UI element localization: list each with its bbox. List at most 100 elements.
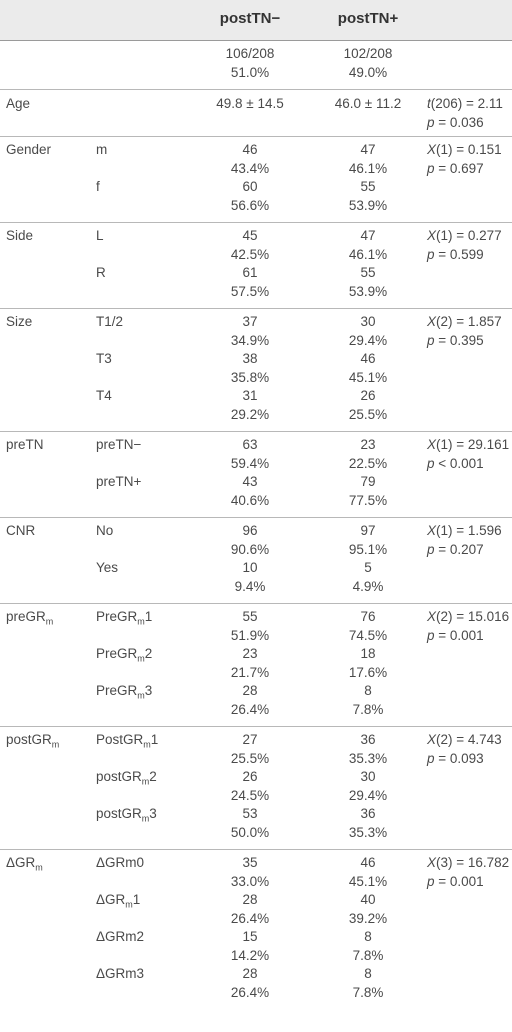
sub-label: PreGRm3 [96, 682, 152, 705]
value-pos: 36 35.3% [313, 805, 423, 842]
value-neg: 23 21.7% [195, 645, 305, 682]
value-pos: 36 35.3% [313, 731, 423, 768]
row-size: Size T1/2 37 34.9% 30 29.4% T3 38 35.8% 46 4… [0, 309, 512, 432]
cell-percent: 14.2% [230, 947, 270, 963]
value-pos: 79 77.5% [313, 473, 423, 510]
cell-count: 47 [360, 142, 376, 157]
cell-count: 45 [242, 228, 258, 243]
sub-label: preTN+ [96, 474, 142, 489]
cell-percent: 45.1% [348, 369, 388, 385]
p-value: < 0.001 [434, 455, 484, 471]
sub-label-text: ΔGR [96, 892, 126, 907]
value-neg: 63 59.4% [195, 436, 305, 473]
value-pos: 23 22.5% [313, 436, 423, 473]
row-label: preGRm [6, 608, 53, 631]
stat-var: X [427, 609, 437, 624]
cell-percent: 33.0% [230, 873, 270, 889]
label-text: ΔGR [6, 855, 36, 870]
stat-value: (2) = 1.857 [436, 314, 502, 329]
cell-count: 5 [364, 560, 372, 575]
stat-value: (3) = 16.782 [436, 855, 510, 870]
stat-test: t(206) = 2.11 p = 0.036 [427, 95, 503, 132]
value-neg: 45 42.5% [195, 227, 305, 264]
row-cnr: CNR No 96 90.6% 97 95.1% Yes 10 9.4% 5 4.9% … [0, 518, 512, 604]
value-neg: 61 57.5% [195, 264, 305, 301]
row-age: Age 49.8 ± 14.5 46.0 ± 11.2 t(206) = 2.1… [0, 90, 512, 137]
cell-count: 28 [242, 892, 258, 907]
row-side: Side L 45 42.5% 47 46.1% R 61 57.5% 55 53.9%… [0, 223, 512, 309]
value-pos: 26 25.5% [313, 387, 423, 424]
cell-count: 47 [360, 228, 376, 243]
cell-count: 28 [242, 966, 258, 981]
stat-var: X [427, 732, 437, 747]
value-pos: 30 29.4% [313, 768, 423, 805]
value-neg: 26 24.5% [195, 768, 305, 805]
cell-count: 10 [242, 560, 258, 575]
p-var: p [427, 332, 435, 348]
cell-percent: 22.5% [348, 455, 388, 471]
sub-label: R [96, 265, 106, 280]
row-label: Age [6, 96, 31, 111]
sub-label-suffix: 1 [144, 609, 153, 624]
row-label: Side [6, 228, 34, 243]
cell-count: 23 [242, 646, 258, 661]
sub-label-text: ΔGRm0 [96, 855, 145, 870]
stat-test: X(1) = 29.161 p < 0.001 [427, 436, 509, 473]
sub-label-text: ΔGRm3 [96, 966, 145, 981]
header-posttn-pos: postTN+ [337, 10, 399, 27]
value-pos: 46 45.1% [313, 854, 423, 891]
sub-label-suffix: 1 [150, 732, 159, 747]
cell-count: 46 [242, 142, 258, 157]
cell-count: 8 [364, 966, 372, 981]
cell-count: 46 [360, 351, 376, 366]
value-neg: 28 26.4% [195, 891, 305, 928]
sub-label: postGRm2 [96, 768, 157, 791]
cell-count: 36 [360, 806, 376, 821]
stat-var: X [427, 523, 437, 538]
stat-test: X(2) = 1.857 p = 0.395 [427, 313, 502, 350]
cell-percent: 35.8% [230, 369, 270, 385]
cell-count: 79 [360, 474, 376, 489]
value-neg: 35 33.0% [195, 854, 305, 891]
cell-percent: 40.6% [230, 492, 270, 508]
sub-label-subscript: m [137, 616, 145, 627]
cell-count: 15 [242, 929, 258, 944]
p-var: p [427, 873, 435, 889]
stat-test: X(2) = 15.016 p = 0.001 [427, 608, 509, 645]
cell-count: 102/208 [343, 46, 393, 61]
sub-label-text: postGR [96, 806, 142, 821]
value-pos: 55 53.9% [313, 264, 423, 301]
cell-percent: 90.6% [230, 541, 270, 557]
label-subscript: m [35, 862, 43, 873]
cell-percent: 35.3% [348, 824, 388, 840]
value-neg: 10 9.4% [195, 559, 305, 596]
row-label: ΔGRm [6, 854, 43, 877]
cell-count: 28 [242, 683, 258, 698]
table-header: postTN− postTN+ [0, 0, 512, 41]
value-neg: 43 40.6% [195, 473, 305, 510]
stat-test: X(3) = 16.782 p = 0.001 [427, 854, 509, 891]
cell-percent: 57.5% [230, 283, 270, 299]
sub-label: postGRm3 [96, 805, 157, 828]
value-neg: 55 51.9% [195, 608, 305, 645]
cell-percent: 53.9% [348, 197, 388, 213]
p-var: p [427, 246, 435, 262]
row-dgr: ΔGRm ΔGRm0 35 33.0% 46 45.1% ΔGRm1 28 26.4%… [0, 850, 512, 1008]
cell-percent: 26.4% [230, 701, 270, 717]
p-var: p [427, 114, 435, 130]
cell-percent: 26.4% [230, 984, 270, 1000]
cell-count: 97 [360, 523, 376, 538]
p-value: = 0.697 [434, 160, 484, 176]
p-var: p [427, 455, 435, 471]
cell-count: 23 [360, 437, 376, 452]
label-subscript: m [51, 739, 60, 750]
value-pos: 30 29.4% [313, 313, 423, 350]
sub-label: T4 [96, 388, 112, 403]
cell-percent: 59.4% [230, 455, 270, 471]
p-value: = 0.395 [434, 332, 484, 348]
sub-label: f [96, 179, 100, 194]
row-label: postGRm [6, 731, 59, 754]
value-pos: 76 74.5% [313, 608, 423, 645]
cell-percent: 95.1% [348, 541, 388, 557]
sub-label-subscript: m [141, 776, 150, 787]
